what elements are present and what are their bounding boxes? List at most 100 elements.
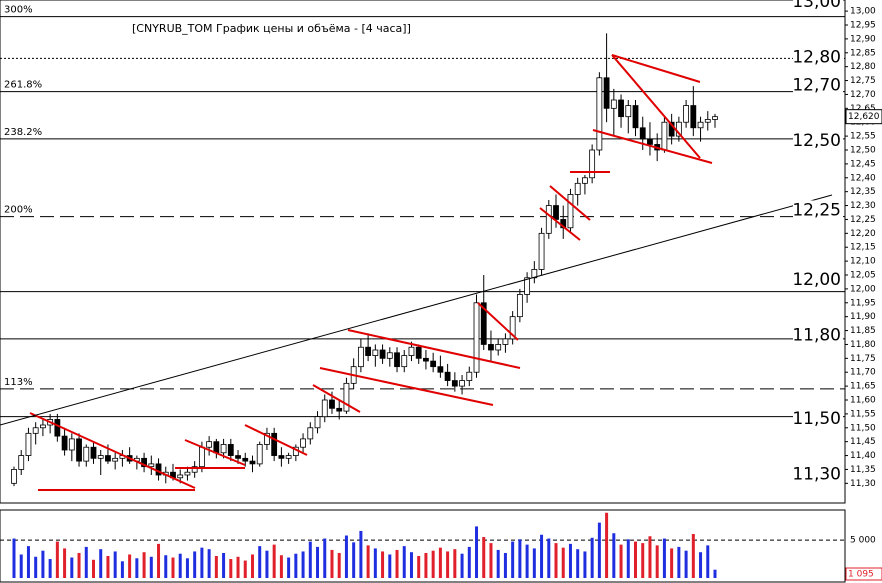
volume-bar: [157, 543, 161, 578]
candle-body: [191, 466, 198, 473]
y-tick-label: 12,85: [850, 48, 876, 58]
trend-line: [29, 412, 196, 489]
volume-bar: [453, 549, 457, 578]
volume-bar: [352, 542, 356, 578]
candle-body: [285, 455, 292, 459]
volume-bar: [691, 534, 695, 578]
volume-bar: [113, 551, 117, 578]
candle-body: [437, 366, 444, 373]
y-tick-label: 12,40: [850, 173, 876, 183]
volume-bar: [684, 550, 688, 578]
volume-bar: [301, 551, 305, 578]
candle-body: [307, 427, 314, 440]
volume-bar: [554, 543, 558, 578]
volume-bar: [446, 551, 450, 578]
candle-body: [54, 419, 61, 437]
y-tick-label: 11,90: [850, 312, 876, 322]
candle-body: [690, 105, 697, 129]
price-label: 12,25: [792, 200, 841, 220]
volume-bar: [344, 535, 348, 578]
volume-bar: [525, 544, 529, 578]
candle-body: [40, 424, 46, 429]
volume-bar: [359, 530, 363, 578]
y-tick-label: 11,80: [850, 340, 876, 350]
candle-body: [68, 438, 75, 451]
volume-bar: [547, 538, 551, 578]
candle-body: [155, 463, 162, 476]
volume-bar: [662, 538, 666, 578]
y-tick-label: 12,00: [850, 284, 876, 294]
candle-body: [357, 346, 364, 368]
price-label: 11,80: [792, 325, 841, 345]
candle-body: [553, 205, 559, 220]
y-tick-label: 11,70: [850, 368, 876, 378]
y-tick-label: 12,95: [850, 21, 876, 31]
volume-bar: [482, 537, 486, 578]
candle-body: [430, 360, 437, 368]
volume-bar: [120, 561, 124, 578]
volume-bar: [229, 559, 233, 578]
candle-body: [661, 121, 668, 151]
volume-bar: [366, 545, 370, 578]
candle-body: [300, 438, 306, 448]
volume-bar: [106, 556, 110, 578]
volume-bar: [294, 553, 298, 578]
volume-bar: [26, 546, 30, 578]
chart-title: [CNYRUB_TOM График цены и объёма - [4 ча…: [132, 22, 411, 35]
y-tick-label: 12,25: [850, 215, 876, 225]
price-label-bg: [793, 75, 843, 94]
volume-bar: [417, 556, 421, 578]
y-tick-label: 11,95: [850, 298, 876, 308]
volume-bar: [250, 554, 254, 578]
volume-bar: [605, 512, 609, 578]
y-tick-label: 11,45: [850, 437, 876, 447]
volume-bar: [395, 549, 399, 578]
level-label: 200%: [4, 205, 33, 216]
volume-bar: [597, 522, 601, 578]
volume-bar: [641, 543, 645, 578]
candle-body: [415, 346, 422, 359]
volume-bar: [677, 546, 681, 578]
candle-body: [97, 455, 104, 459]
volume-bar: [171, 557, 175, 578]
candle-body: [538, 232, 545, 270]
candle-body: [386, 352, 393, 359]
volume-label-box: [845, 567, 882, 581]
volume-bar: [164, 555, 168, 578]
volume-bar: [424, 552, 428, 578]
candle-body: [502, 338, 509, 345]
candle-body: [625, 105, 632, 118]
y-tick-label: 12,65: [850, 104, 876, 114]
volume-bar: [265, 550, 269, 578]
candle-body: [488, 344, 494, 351]
candle-body: [618, 99, 624, 118]
candle-body: [379, 349, 386, 359]
price-label: 12,80: [792, 48, 841, 68]
candle-body: [394, 352, 400, 368]
volume-bar: [41, 550, 45, 578]
candle-body: [632, 105, 639, 129]
candle-body: [227, 444, 234, 456]
candle-body: [329, 399, 335, 409]
level-label: 113%: [4, 377, 33, 388]
candle-body: [516, 294, 523, 318]
price-label-bg: [793, 47, 843, 66]
candle-body: [466, 371, 473, 381]
volume-bar: [381, 551, 385, 578]
volume-bar: [316, 546, 320, 578]
candle-body: [683, 105, 689, 123]
volume-bar: [55, 541, 59, 578]
candle-body: [83, 446, 90, 462]
price-label-bg: [793, 269, 843, 288]
candle-body: [495, 344, 502, 351]
candle-body: [18, 455, 25, 470]
candle-body: [198, 446, 205, 468]
volume-bar: [77, 552, 81, 578]
volume-bar: [612, 533, 616, 578]
price-label: 11,30: [792, 464, 841, 484]
volume-bar: [561, 547, 565, 578]
volume-bar: [91, 559, 95, 578]
candle-body: [401, 355, 408, 368]
volume-bar: [200, 547, 204, 578]
